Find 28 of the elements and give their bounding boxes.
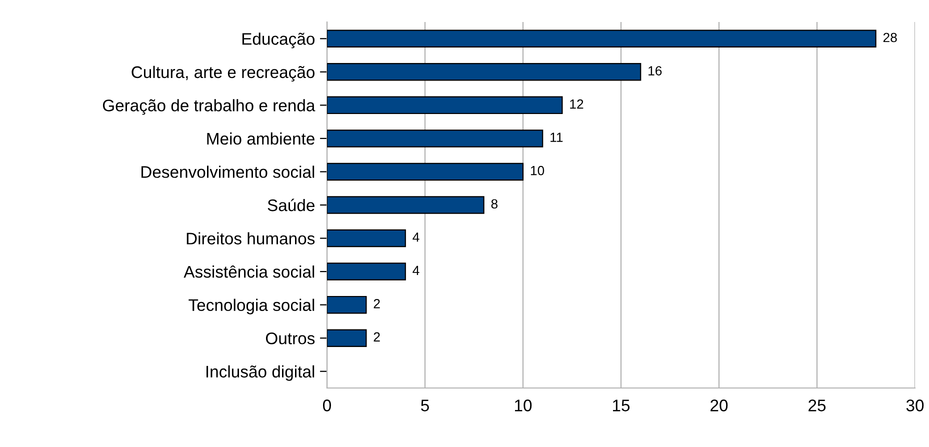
data-label: 11 — [550, 132, 563, 142]
y-tick-label: Tecnologia social — [188, 298, 314, 314]
x-tick-label: 20 — [710, 400, 728, 412]
x-tick-label: 15 — [613, 400, 630, 412]
y-tick-label: Assistência social — [184, 265, 314, 278]
data-label: 28 — [883, 32, 897, 42]
y-tick-label: Direitos humanos — [186, 232, 315, 244]
x-tick-label: 0 — [323, 400, 331, 412]
y-tick-label: Desenvolvimento social — [141, 166, 314, 178]
data-label: 10 — [530, 166, 544, 176]
x-tick-label: 25 — [808, 400, 826, 412]
y-tick-label: Outros — [266, 332, 315, 344]
y-tick-label: Cultura, arte e recreação — [132, 66, 315, 82]
x-tick-label: 5 — [421, 400, 429, 412]
y-tick-label: Geração de trabalho e renda — [102, 99, 316, 115]
data-label: 16 — [648, 66, 662, 76]
y-tick-label: Saúde — [268, 198, 314, 212]
y-tick-label: Educação — [242, 32, 314, 48]
data-label: 8 — [491, 199, 498, 209]
data-label: 4 — [412, 232, 420, 242]
data-label: 4 — [412, 266, 420, 275]
y-tick-label: Inclusão digital — [206, 365, 314, 381]
x-tick-label: 30 — [906, 400, 924, 412]
data-label: 12 — [570, 99, 584, 109]
data-label: 2 — [374, 332, 380, 342]
x-tick-label: 10 — [515, 400, 532, 412]
y-tick-label: Meio ambiente — [207, 132, 314, 145]
data-label: 2 — [374, 299, 380, 308]
